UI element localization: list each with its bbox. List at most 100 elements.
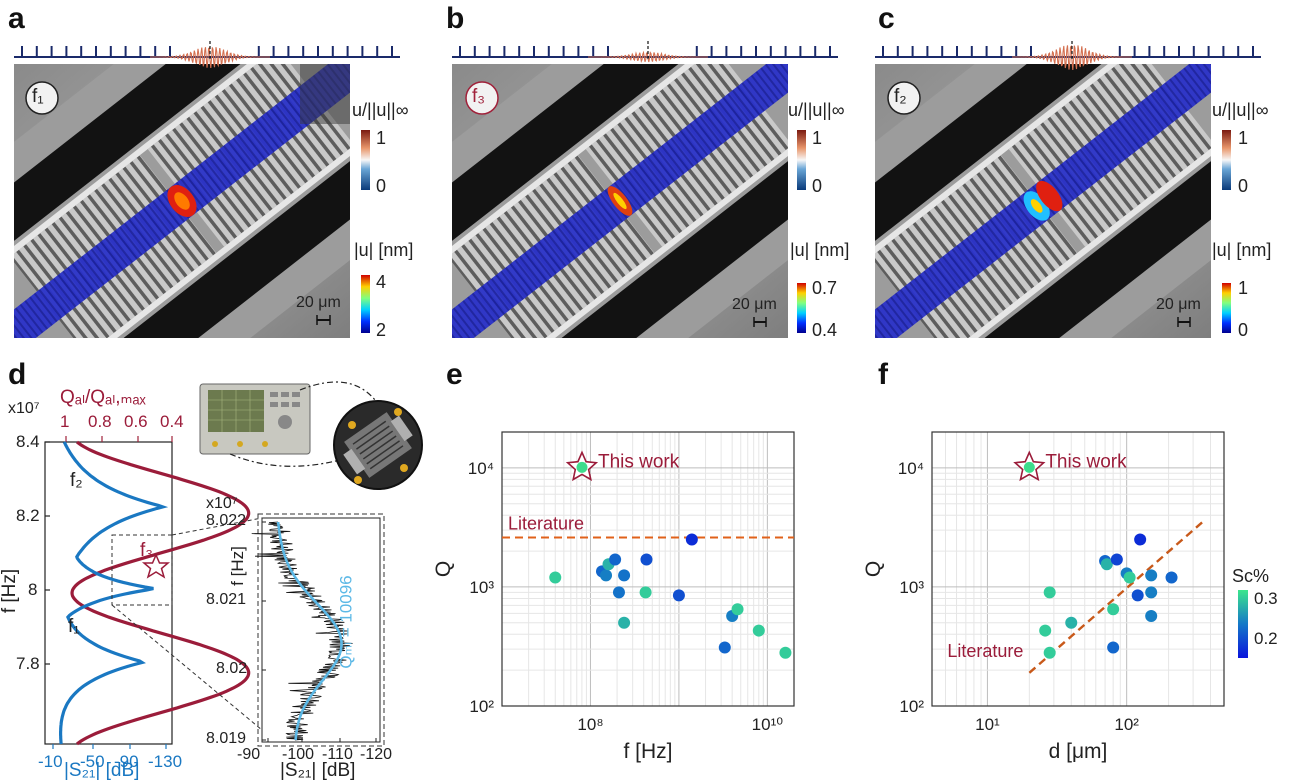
this-work-point (576, 461, 588, 473)
this-work-point (1023, 461, 1035, 473)
panel-d-figure (44, 381, 423, 749)
cb-top-min-b: 0 (812, 176, 823, 196)
x-tick-label: 10¹⁰ (752, 715, 784, 734)
data-point (1131, 589, 1144, 602)
inset-s21-noise (251, 521, 353, 741)
d-ylabel: f [Hz] (0, 568, 21, 614)
data-point (1043, 646, 1056, 659)
data-point (1134, 533, 1147, 546)
d-x-tick-2: -90 (114, 752, 139, 771)
sem-image-a (14, 64, 350, 338)
d-inset-y-tick-0: 8.022 (206, 512, 247, 529)
data-point (672, 589, 685, 602)
cb-bot-min-a: 2 (376, 320, 387, 340)
data-point (1145, 586, 1158, 599)
sc-colorbar (1238, 590, 1248, 658)
colorbars-a (361, 130, 370, 333)
data-point (612, 586, 625, 599)
cb-top-label-b: u/||u||∞ (788, 100, 845, 120)
data-point (1110, 553, 1123, 566)
panel-letter-f: f (878, 358, 888, 391)
data-point (1123, 571, 1136, 584)
scale-label-a: 20 μm (296, 294, 341, 311)
d-y-tick-1: 8.2 (16, 506, 40, 525)
y-tick-label: 10² (469, 697, 494, 716)
mode-shape-strip-c (875, 41, 1261, 71)
data-point (1107, 641, 1120, 654)
literature-label: Literature (947, 641, 1023, 661)
d-inset-x-tick-2: -110 (322, 746, 353, 763)
data-point (718, 641, 731, 654)
y-axis-label: Q (432, 561, 455, 577)
cb-top-label-a: u/||u||∞ (352, 100, 409, 120)
s21-curve (59, 441, 169, 745)
strip-wave (150, 46, 270, 69)
cb-top-label-c: u/||u||∞ (1212, 100, 1269, 120)
d-xlabel: |S₂₁| [dB] (64, 760, 140, 781)
x-tick-label: 10¹ (975, 715, 1000, 734)
data-point (1107, 603, 1120, 616)
d-mode-f3: f₃ (140, 540, 154, 561)
data-point (600, 569, 613, 582)
data-point (752, 624, 765, 637)
data-point (685, 533, 698, 546)
data-point (609, 553, 622, 566)
cb-bot-max-a: 4 (376, 272, 387, 292)
d-mode-f2: f₂ (70, 470, 83, 491)
sc-colorbar-label: Sc% (1232, 566, 1269, 586)
data-point (779, 646, 792, 659)
sc-colorbar-tick: 0.3 (1254, 589, 1278, 608)
y-tick-label: 10⁴ (468, 459, 494, 478)
d-top-tick-2: 0.6 (124, 412, 148, 431)
x-tick-label: 10² (1114, 715, 1139, 734)
data-point (731, 603, 744, 616)
mode-label-b: f₃ (472, 86, 486, 107)
y-tick-label: 10³ (469, 578, 494, 597)
qal-curve (70, 440, 251, 746)
d-x-tick-0: -10 (38, 752, 63, 771)
cb-top-max-b: 1 (812, 128, 823, 148)
scale-label-c: 20 μm (1156, 296, 1201, 313)
cb-top-min-a: 0 (376, 176, 387, 196)
d-inset-y-exp: x10⁷ (206, 495, 238, 512)
d-inset-x-tick-3: -120 (360, 746, 393, 763)
sem-image-b (452, 64, 788, 338)
x-axis-label: d [μm] (1049, 740, 1108, 763)
d-inset-y-tick-2: 8.02 (216, 660, 248, 677)
cb-bot-label-b: |u| [nm] (790, 240, 850, 260)
grid (501, 431, 795, 707)
panel-f-chart: 10¹ 10² 10² 10³ 10⁴ d [μm] Q Literature This wor… (862, 431, 1278, 763)
data-point (1100, 558, 1113, 571)
data-point (1145, 609, 1158, 622)
cb-top-min-c: 0 (1238, 176, 1249, 196)
panel-letter-d: d (8, 358, 27, 391)
data-point (640, 553, 653, 566)
literature-label: Literature (508, 514, 584, 534)
cb-bot-min-b: 0.4 (812, 320, 838, 340)
panel-letter-c: c (878, 2, 895, 35)
data-point (618, 616, 631, 629)
d-y-tick-0: 8.4 (16, 432, 40, 451)
colorbars-c (1222, 130, 1231, 333)
plot-frame (931, 431, 1225, 707)
data-point (618, 569, 631, 582)
data-point (1165, 571, 1178, 584)
y-tick-label: 10² (899, 697, 924, 716)
sc-colorbar-tick: 0.2 (1254, 629, 1278, 648)
x-axis-label: f [Hz] (623, 740, 672, 763)
strip-wave (1012, 45, 1132, 71)
sem-image-c (875, 64, 1211, 338)
d-top-axis-label: Qₐₗ/Qₐₗ,ₘₐₓ (60, 387, 146, 408)
cb-bot-label-a: |u| [nm] (354, 240, 414, 260)
d-x-tick-1: -50 (80, 752, 105, 771)
d-inset-ylabel: f [Hz] (227, 546, 247, 586)
data-point (549, 571, 562, 584)
this-work-label: This work (598, 451, 680, 472)
panel-letter-a: a (8, 2, 25, 35)
y-tick-label: 10⁴ (898, 459, 924, 478)
cb-top-max-a: 1 (376, 128, 387, 148)
d-top-tick-0: 1 (60, 412, 70, 431)
d-inset-y-tick-3: 8.019 (206, 730, 247, 747)
data-point (1043, 586, 1056, 599)
d-inset-q-label: Qₘₗ = 10096 (336, 575, 356, 669)
